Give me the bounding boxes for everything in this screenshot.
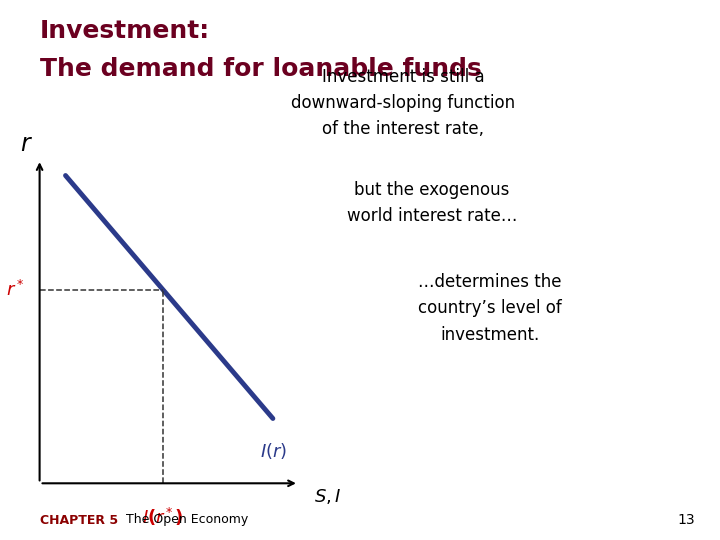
Text: $\bf{\it{S, I}}$: $\bf{\it{S, I}}$	[315, 487, 342, 506]
Text: $\bf{\it{I(r)}}$: $\bf{\it{I(r)}}$	[260, 441, 287, 461]
Text: The demand for loanable funds: The demand for loanable funds	[40, 57, 482, 80]
Text: $\it{r}$$^*$: $\it{r}$$^*$	[6, 280, 24, 300]
Text: …determines the
country’s level of
investment.: …determines the country’s level of inves…	[418, 273, 562, 343]
Text: Investment is still a
downward-sloping function
of the interest rate,: Investment is still a downward-sloping f…	[291, 68, 516, 138]
Text: $\it{r}$: $\it{r}$	[20, 132, 33, 156]
Text: CHAPTER 5: CHAPTER 5	[40, 514, 118, 526]
Text: Investment:: Investment:	[40, 19, 210, 43]
Text: The Open Economy: The Open Economy	[126, 514, 248, 526]
Text: 13: 13	[678, 512, 695, 526]
Text: but the exogenous
world interest rate…: but the exogenous world interest rate…	[347, 181, 517, 225]
Text: $\bf{\it{I}}$$\bf{(}$$\bf{\it{r}}$$^*$$\bf{)}$: $\bf{\it{I}}$$\bf{(}$$\bf{\it{r}}$$^*$$\…	[142, 506, 184, 528]
